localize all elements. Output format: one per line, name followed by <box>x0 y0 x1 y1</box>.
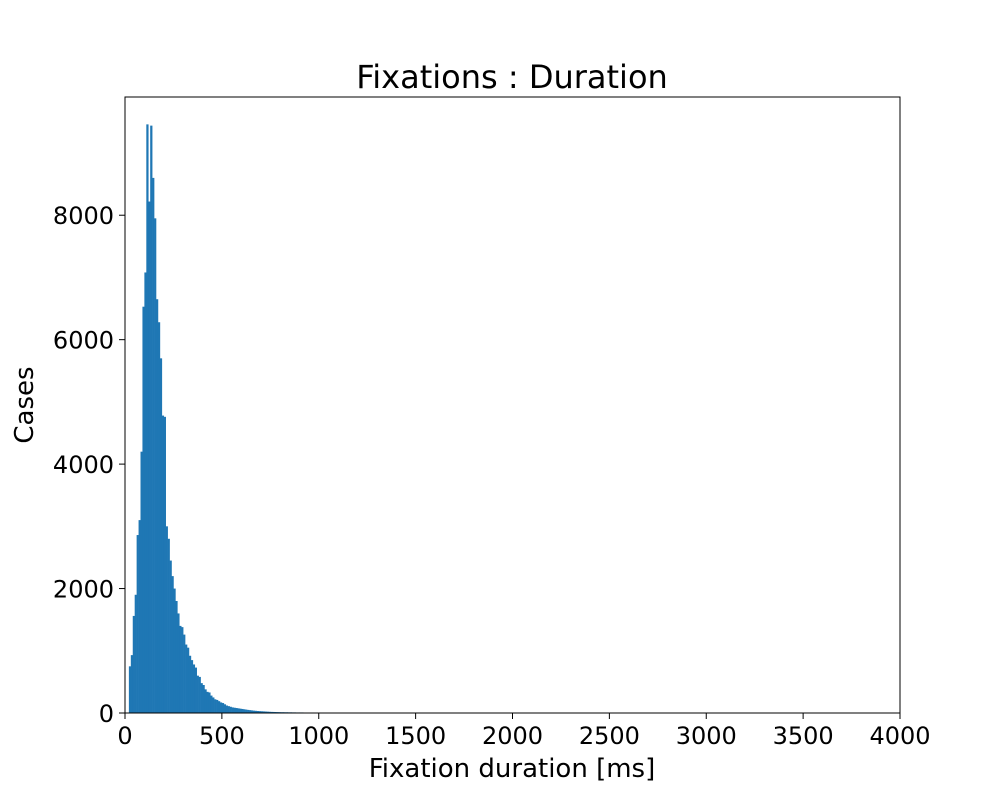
histogram-bar <box>142 306 145 713</box>
histogram-bar <box>196 675 199 713</box>
histogram-bar <box>245 709 248 713</box>
x-tick-label: 1000 <box>288 722 349 750</box>
x-tick-label: 2500 <box>579 722 640 750</box>
histogram-bar <box>181 627 184 713</box>
histogram-bar <box>223 704 227 713</box>
histogram-bar <box>156 299 159 713</box>
y-tick-label: 0 <box>99 700 114 728</box>
histogram-bar <box>218 701 221 713</box>
histogram-bar <box>157 322 161 713</box>
histogram-bar <box>171 576 174 713</box>
histogram-bar <box>212 697 215 713</box>
histogram-bar <box>188 655 192 713</box>
x-tick-label: 1500 <box>385 722 446 750</box>
histogram-bar <box>192 664 196 713</box>
histogram-bar <box>169 560 172 713</box>
histogram-bar <box>183 634 186 713</box>
x-tick-label: 0 <box>117 722 132 750</box>
histogram-bar <box>219 702 223 713</box>
histogram-bar <box>136 535 139 713</box>
histogram-bar <box>256 711 259 713</box>
histogram-bar <box>225 705 228 713</box>
histogram-bar <box>128 666 132 713</box>
histogram-bar <box>268 711 271 713</box>
y-tick-label: 2000 <box>53 576 114 604</box>
histogram-bar <box>237 708 240 713</box>
histogram-bar <box>258 711 261 713</box>
histogram-bar <box>266 711 269 713</box>
histogram-bar <box>140 451 143 713</box>
histogram-bar <box>185 644 188 713</box>
histogram-bar <box>152 177 155 713</box>
histogram-bar <box>239 708 242 713</box>
x-axis-label: Fixation duration [ms] <box>369 754 656 784</box>
histogram-bar <box>221 703 225 713</box>
histogram-bar <box>227 706 230 713</box>
x-tick-label: 3500 <box>773 722 834 750</box>
y-tick-label: 6000 <box>53 327 114 355</box>
histogram-bar <box>208 692 211 713</box>
histogram-bar <box>159 358 163 713</box>
histogram-bar <box>270 711 273 713</box>
histogram-bar <box>206 691 209 713</box>
histogram-bar <box>272 711 275 713</box>
histogram-bar <box>260 711 263 713</box>
y-tick-label: 4000 <box>53 451 114 479</box>
histogram-bar <box>247 709 250 713</box>
histogram-bar <box>179 625 182 713</box>
chart-title: Fixations : Duration <box>356 58 668 96</box>
y-axis-label: Cases <box>10 366 40 443</box>
histogram-bar <box>194 667 197 713</box>
histogram-bar <box>210 695 213 713</box>
histogram-bar <box>198 676 201 713</box>
histogram-bar <box>150 125 153 714</box>
histogram-bar <box>175 601 178 713</box>
histogram-bar <box>144 272 147 713</box>
histogram-bar <box>154 218 157 714</box>
histogram-bar <box>134 594 137 713</box>
histogram-bar <box>241 708 244 713</box>
histogram-bar <box>165 526 168 713</box>
histogram-bar <box>138 520 141 713</box>
histogram-bar <box>148 201 151 714</box>
histogram-bar <box>204 689 207 713</box>
histogram-bar <box>249 710 252 713</box>
histogram-bar <box>214 699 217 713</box>
histogram-bar <box>132 615 135 713</box>
histogram-bar <box>252 710 256 713</box>
histogram-bar <box>167 538 170 713</box>
histogram-bar <box>233 707 236 713</box>
histogram-bar <box>254 710 258 713</box>
histogram-bar <box>161 415 165 713</box>
histogram-bar <box>229 706 232 713</box>
histogram-bar <box>202 685 205 713</box>
histogram-bar <box>216 699 219 713</box>
histogram-bar <box>243 709 246 713</box>
y-tick-label: 8000 <box>53 202 114 230</box>
x-tick-label: 2000 <box>482 722 543 750</box>
histogram-bar <box>163 416 166 713</box>
x-tick-label: 3000 <box>676 722 737 750</box>
x-tick-label: 500 <box>199 722 245 750</box>
x-axis: 0 500 1000 1500 2000 2500 3000 3500 4000 <box>117 713 931 750</box>
histogram-bar <box>262 711 265 713</box>
histogram-bar <box>250 710 254 713</box>
histogram-bar <box>177 613 180 713</box>
histogram-bar <box>235 708 238 713</box>
x-tick-label: 4000 <box>869 722 930 750</box>
histogram-bar <box>187 647 190 713</box>
histogram-bar <box>264 711 267 713</box>
bars-group <box>128 124 352 714</box>
histogram-bar <box>231 707 234 713</box>
histogram-bar <box>200 683 203 713</box>
histogram-bar <box>130 655 134 713</box>
histogram-bar <box>173 588 176 713</box>
histogram-bar <box>190 660 194 713</box>
y-axis: 0 2000 4000 6000 8000 <box>53 202 125 728</box>
histogram-bar <box>146 124 149 713</box>
plot-frame <box>124 96 901 714</box>
